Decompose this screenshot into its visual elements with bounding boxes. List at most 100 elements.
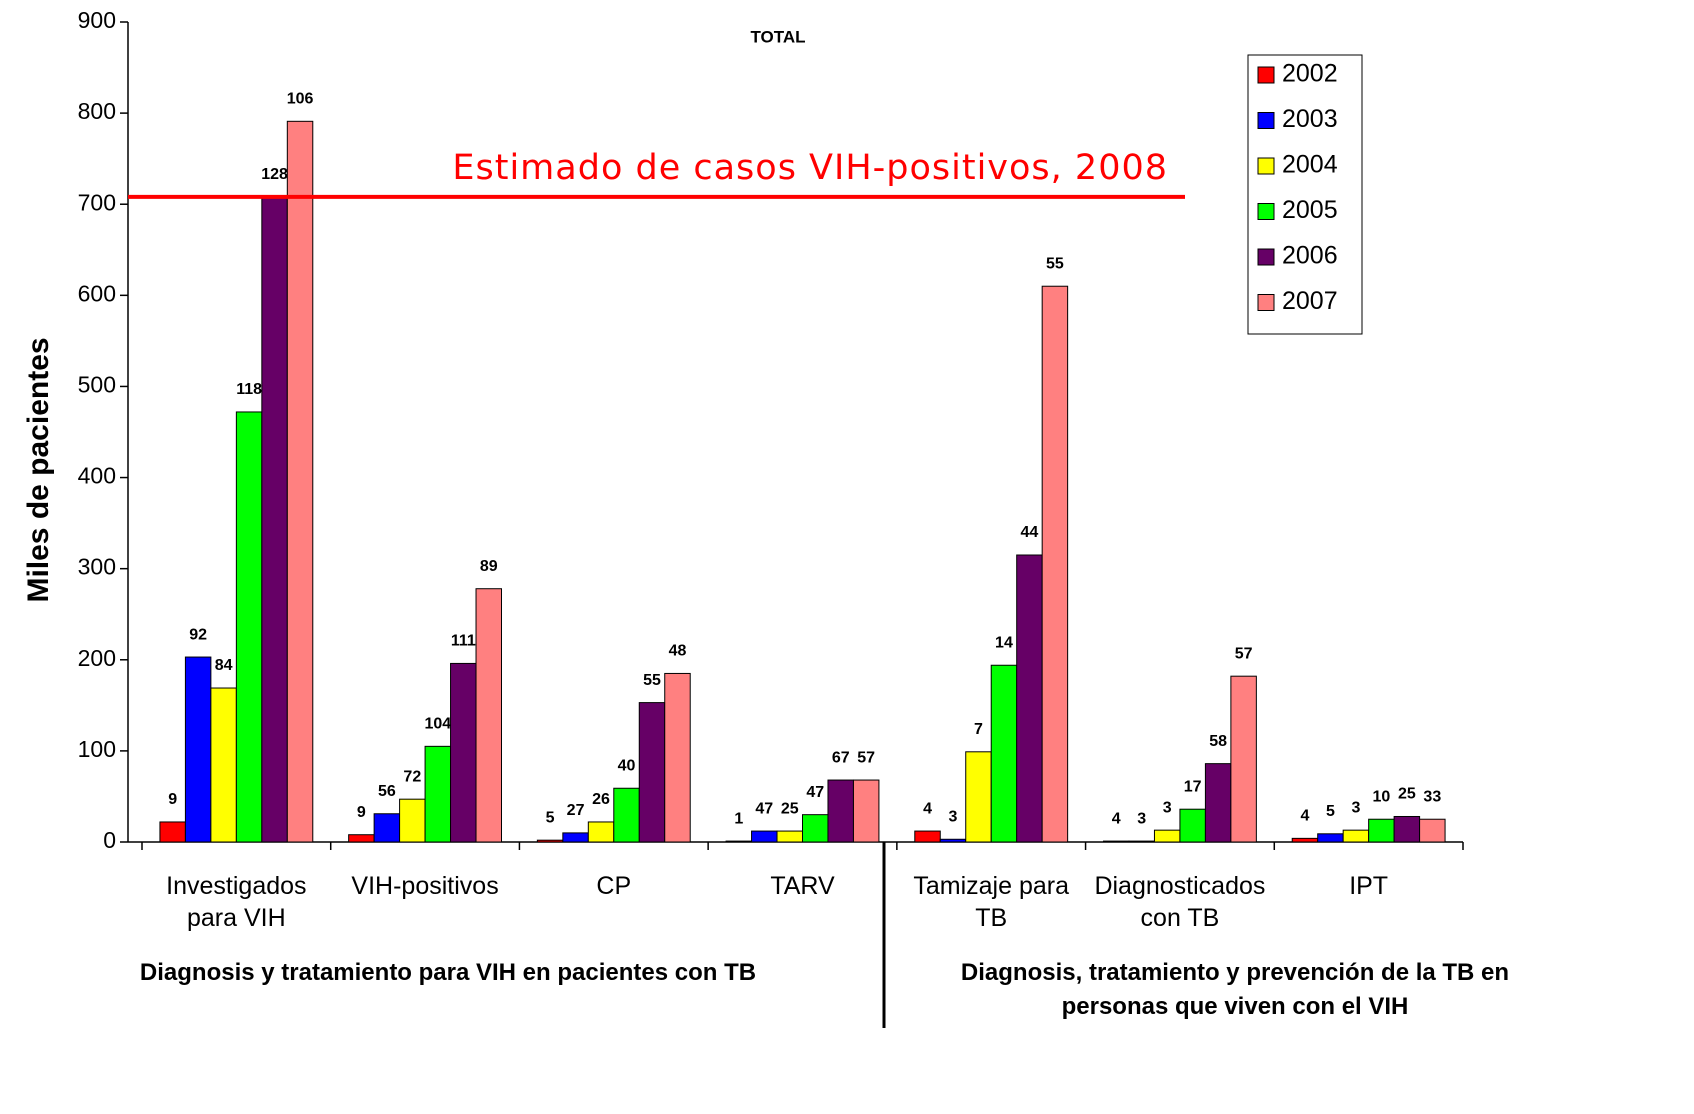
legend-swatch [1257,294,1275,311]
y-axis-label: Miles de pacientes [22,337,55,602]
bar [751,830,778,843]
y-tick-label: 900 [78,7,116,33]
bar-label: 25 [1398,786,1416,803]
legend-swatch [1257,248,1275,266]
bar-label: 57 [857,749,875,766]
bar [1016,554,1043,843]
bar-label: 84 [215,657,233,674]
bar-label: 3 [1163,799,1172,816]
bar-label: 26 [592,791,610,808]
legend-label: 2002 [1282,60,1338,88]
bar [613,787,640,843]
group-label: Diagnosis, tratamiento y prevención de l… [960,959,1510,1020]
bar-label: 118 [236,381,262,398]
bar [1102,840,1130,843]
bar-label: 3 [1137,810,1146,827]
y-tick-label: 700 [78,189,116,215]
chart-title: TOTAL [750,27,805,46]
y-tick-label: 600 [78,280,116,306]
bar [348,834,375,843]
legend-swatch [1257,157,1275,175]
bar [1342,829,1370,843]
bar [1317,833,1344,843]
legend-label: 2007 [1282,287,1338,315]
bar-label: 47 [755,800,773,817]
x-tick-label: Diagnosticados con TB [1094,872,1266,932]
bar [235,411,263,843]
y-tick-label: 0 [103,827,116,853]
group-label: Diagnosis y tratamiento para VIH en paci… [139,959,757,986]
bar-label: 106 [287,91,314,108]
bar-label: 9 [357,804,366,821]
bar-label: 128 [261,166,288,183]
bar-label: 5 [546,809,555,826]
bar [1128,840,1155,843]
bar [664,672,691,843]
bar [399,798,426,843]
bar [1393,815,1421,843]
legend-box [1247,54,1363,335]
bar-label: 4 [1300,808,1309,825]
bar [1179,808,1206,843]
y-tick-label: 400 [78,463,116,489]
x-tick-label: Tamizaje para TB [913,872,1070,932]
bar [261,196,288,843]
bar-label: 27 [567,802,585,819]
bar [184,656,212,843]
x-tick-label: TARV [770,872,835,900]
bar [725,840,753,843]
bar-label: 3 [1351,799,1360,816]
bar-label: 17 [1184,778,1202,795]
bar [587,821,615,843]
bar [450,662,477,843]
bar-label: 44 [1021,524,1039,541]
bar-label: 111 [451,633,476,650]
bar-label: 10 [1372,788,1390,805]
bar-label: 14 [995,634,1013,651]
bar-label: 1 [734,810,743,827]
bar [1291,837,1319,843]
bar-label: 7 [974,721,983,738]
bar-label: 3 [949,808,958,825]
bar-label: 47 [806,784,824,801]
bar-label: 55 [643,672,661,689]
bar [373,813,401,843]
bar [210,687,237,843]
bar [827,779,854,843]
bar [939,838,967,843]
bar-label: 89 [480,558,498,575]
bar [1230,675,1257,843]
x-tick-label: Investigados para VIH [166,872,307,932]
bar [562,832,589,843]
bar-label: 4 [1112,810,1121,827]
bar [638,702,666,843]
x-tick-label: VIH-positivos [351,872,499,900]
legend-swatch [1257,112,1275,129]
x-tick-label: IPT [1349,872,1389,900]
bar-label: 57 [1235,645,1253,662]
bar-label: 104 [424,716,451,733]
legend-label: 2004 [1282,151,1338,179]
bar [1204,763,1232,843]
bar-label: 58 [1209,733,1227,750]
bar [802,814,829,843]
bar [914,830,941,843]
y-tick-label: 800 [78,98,116,124]
reference-label: Estimado de casos VIH-positivos, 2008 [452,148,1168,188]
bar-label: 56 [378,783,396,800]
y-tick-label: 500 [78,372,116,398]
bar [424,745,452,843]
bar-label: 72 [403,768,421,785]
bar [1041,285,1069,843]
legend-label: 2005 [1282,196,1338,224]
bar-label: 25 [781,800,799,817]
legend-label: 2003 [1282,105,1338,133]
bar [776,830,803,843]
bar-label: 92 [189,626,207,643]
bar-label: 48 [669,643,687,660]
bar [475,588,503,843]
bar [1419,818,1446,843]
bar-label: 67 [832,749,850,766]
